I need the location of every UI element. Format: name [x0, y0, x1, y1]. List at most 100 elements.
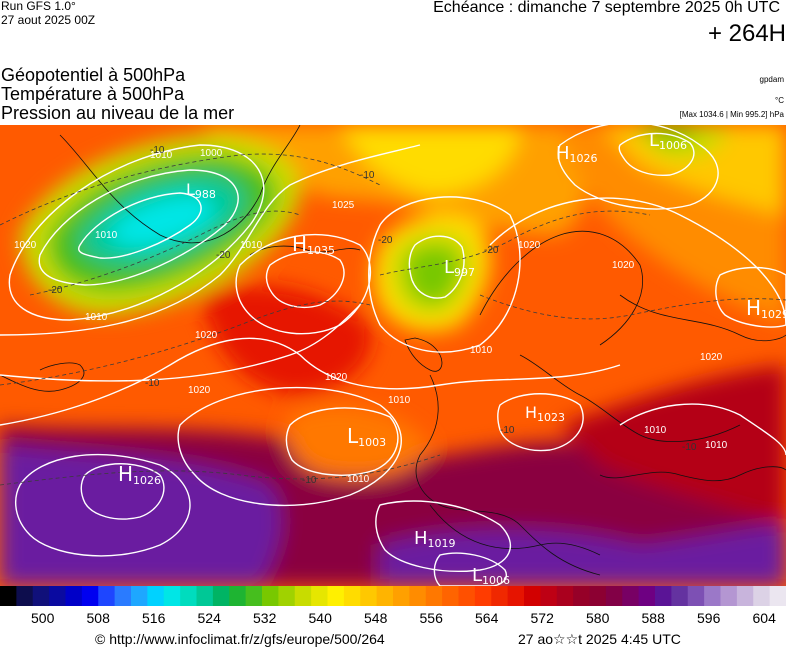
isobar-label: 1025 — [332, 200, 355, 211]
isobar-label: 1010 — [347, 474, 370, 485]
isobar-label: 1020 — [195, 330, 218, 341]
run-label: Run GFS 1.0° — [1, 0, 76, 13]
low-pressure-center: L1003 — [347, 424, 387, 449]
unit-gpdam: gpdam — [759, 75, 784, 84]
scale-tick-label: 500 — [31, 610, 55, 626]
generation-timestamp: 27 ao☆☆t 2025 4:45 UTC — [518, 631, 681, 647]
temperature-label: -20 — [216, 250, 231, 261]
scale-tick-label: 540 — [308, 610, 332, 626]
color-swatch — [409, 586, 427, 606]
weather-map — [0, 125, 786, 586]
color-swatch — [442, 586, 460, 606]
color-swatch — [294, 586, 312, 606]
color-swatch — [163, 586, 181, 606]
temperature-label: -10 — [145, 378, 160, 389]
color-swatch — [458, 586, 476, 606]
color-swatch — [65, 586, 83, 606]
color-swatch — [769, 586, 786, 606]
color-swatch — [81, 586, 99, 606]
title-temperature: Température à 500hPa — [1, 84, 185, 104]
color-swatch — [98, 586, 116, 606]
color-swatch — [262, 586, 279, 606]
low-pressure-center: L1006 — [472, 565, 511, 587]
color-swatch — [589, 586, 607, 606]
source-url: © http://www.infoclimat.fr/z/gfs/europe/… — [95, 631, 385, 647]
color-swatch — [311, 586, 329, 606]
color-swatch — [131, 586, 148, 606]
color-swatch — [622, 586, 640, 606]
color-swatch — [393, 586, 410, 606]
temperature-label: -10 — [360, 170, 375, 181]
color-swatch — [147, 586, 165, 606]
color-swatch — [49, 586, 67, 606]
color-swatch — [16, 586, 34, 606]
temperature-label: -20 — [484, 245, 499, 256]
color-swatch — [655, 586, 672, 606]
isobar-label: 1010 — [95, 230, 118, 241]
range-label: + 264H — [707, 20, 786, 47]
isobar-label: 1020 — [700, 352, 723, 363]
scale-tick-label: 548 — [364, 610, 388, 626]
isobar-label: 1010 — [470, 345, 493, 356]
isobar-label: 1010 — [240, 240, 263, 251]
high-pressure-center: H1029 — [746, 296, 786, 321]
color-swatch — [343, 586, 361, 606]
color-swatch — [736, 586, 754, 606]
color-swatch — [540, 586, 558, 606]
scale-tick-label: 596 — [697, 610, 721, 626]
scale-tick-label: 524 — [197, 610, 221, 626]
color-swatch — [507, 586, 525, 606]
high-pressure-center: H1026 — [556, 143, 598, 165]
scale-tick-label: 556 — [419, 610, 443, 626]
color-swatch — [573, 586, 591, 606]
isobar-label: 1010 — [644, 425, 667, 436]
isobar-label: 1010 — [85, 312, 108, 323]
color-swatch — [360, 586, 378, 606]
isobar-label: 1010 — [150, 150, 173, 161]
isobar-label: 1020 — [14, 240, 37, 251]
color-swatch — [638, 586, 656, 606]
isobar-label: 1020 — [325, 372, 348, 383]
high-pressure-center: H1035 — [292, 232, 336, 257]
isobars — [0, 125, 786, 586]
color-swatch — [671, 586, 689, 606]
low-pressure-center: L988 — [186, 180, 216, 201]
color-swatch — [425, 586, 443, 606]
isobar-label: 1020 — [612, 260, 635, 271]
color-swatch — [704, 586, 722, 606]
temperature-label: -10 — [500, 425, 515, 436]
high-pressure-center: H1023 — [525, 403, 566, 424]
color-swatch — [32, 586, 50, 606]
temperature-label: -10 — [682, 442, 697, 453]
color-swatch — [376, 586, 394, 606]
low-pressure-center: L997 — [444, 257, 476, 279]
color-swatch — [278, 586, 296, 606]
color-swatch — [687, 586, 705, 606]
temperature-label: -20 — [48, 285, 63, 296]
scale-tick-label: 564 — [475, 610, 499, 626]
scale-tick-label: 508 — [86, 610, 110, 626]
isobar-label: 1020 — [518, 240, 541, 251]
scale-tick-label: 532 — [253, 610, 277, 626]
scale-tick-label: 572 — [530, 610, 554, 626]
low-pressure-center: L1006 — [649, 130, 688, 152]
scale-tick-label: 588 — [641, 610, 665, 626]
run-date: 27 aout 2025 00Z — [1, 13, 96, 27]
color-swatch — [605, 586, 623, 606]
color-swatch — [0, 586, 17, 606]
temperature-label: -10 — [302, 475, 317, 486]
unit-celsius: °C — [775, 96, 784, 105]
scale-tick-label: 580 — [586, 610, 610, 626]
isotherms — [0, 153, 786, 486]
scale-tick-label: 516 — [142, 610, 166, 626]
color-swatch — [524, 586, 541, 606]
color-swatch — [474, 586, 492, 606]
color-swatch — [556, 586, 574, 606]
isobar-label: 1010 — [705, 440, 728, 451]
color-swatch — [720, 586, 738, 606]
isobar-label: 1010 — [388, 395, 411, 406]
color-swatch — [196, 586, 214, 606]
high-pressure-center: H1026 — [118, 462, 162, 487]
isobar-label: 1000 — [200, 148, 223, 159]
temperature-label: -10 — [150, 145, 165, 156]
